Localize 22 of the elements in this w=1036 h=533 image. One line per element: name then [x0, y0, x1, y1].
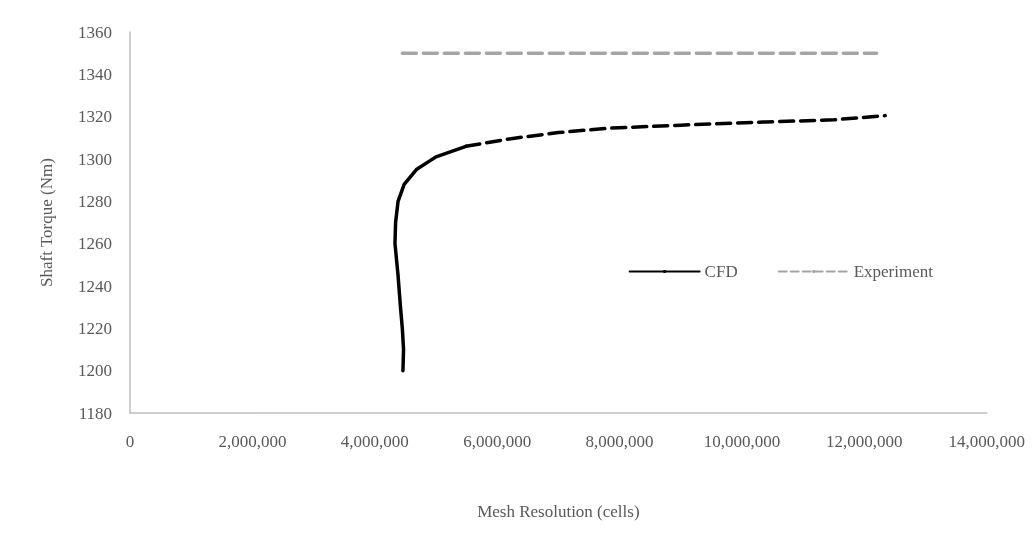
legend-label: CFD	[704, 262, 738, 281]
y-tick-label: 1360	[78, 22, 112, 42]
y-tick-label: 1180	[78, 403, 112, 423]
x-tick-label: 14,000,000	[948, 432, 1025, 451]
y-tick-label: 1200	[78, 361, 112, 381]
y-tick-label: 1320	[78, 107, 112, 127]
y-tick-label: 1280	[78, 191, 112, 211]
x-tick-label: 8,000,000	[585, 432, 654, 451]
y-tick-label: 1340	[78, 64, 112, 84]
x-tick-label: 10,000,000	[703, 432, 781, 451]
y-tick-label: 1220	[78, 318, 112, 338]
y-axis-title: Shaft Torque (Nm)	[37, 158, 56, 287]
x-axis-title: Mesh Resolution (cells)	[477, 502, 640, 521]
legend-label: Experiment	[853, 262, 934, 281]
x-tick-label: 12,000,000	[826, 432, 903, 451]
y-tick-label: 1240	[78, 276, 112, 296]
x-tick-label: 0	[125, 432, 135, 451]
x-tick-label: 4,000,000	[340, 432, 409, 451]
y-tick-label: 1300	[78, 149, 112, 169]
x-tick-label: 6,000,000	[463, 432, 532, 451]
x-tick-label: 2,000,000	[218, 432, 287, 451]
y-tick-label: 1260	[78, 234, 112, 254]
